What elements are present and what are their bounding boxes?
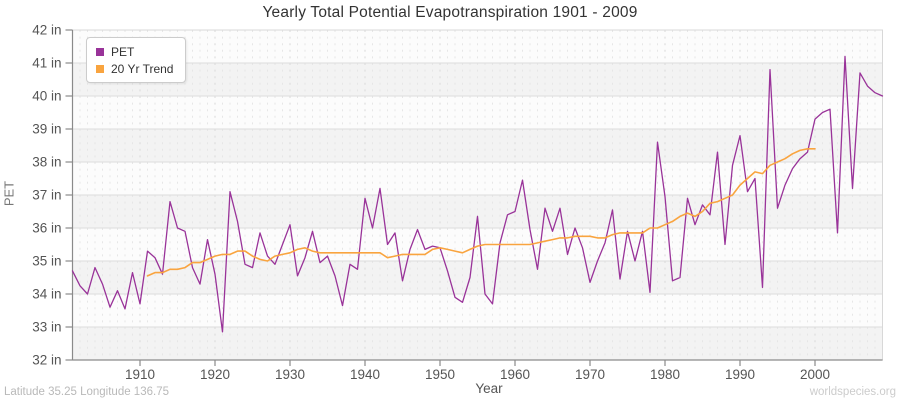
trend-series-label: 20 Yr Trend bbox=[111, 61, 174, 76]
x-tick-label: 1930 bbox=[275, 367, 305, 382]
x-tick-label: 1970 bbox=[575, 367, 605, 382]
trend-series-line bbox=[146, 148, 816, 277]
pet-series-label: PET bbox=[111, 44, 135, 59]
trend-series-swatch bbox=[96, 64, 104, 73]
chart-title: Yearly Total Potential Evapotranspiratio… bbox=[262, 4, 638, 21]
y-tick-label: 33 in bbox=[32, 320, 61, 335]
y-tick-label: 37 in bbox=[32, 188, 61, 203]
y-tick-label: 32 in bbox=[32, 353, 61, 368]
y-tick-label: 35 in bbox=[32, 254, 61, 269]
pet-series-line bbox=[71, 55, 884, 333]
y-tick-label: 34 in bbox=[32, 287, 61, 302]
x-tick-label: 1950 bbox=[425, 367, 455, 382]
x-tick-label: 1910 bbox=[125, 367, 155, 382]
legend-item-pet: PET bbox=[96, 43, 173, 60]
x-tick-label: 1990 bbox=[725, 367, 755, 382]
pet-series-swatch bbox=[96, 47, 104, 56]
x-tick-label: 1980 bbox=[650, 367, 680, 382]
y-tick-label: 38 in bbox=[32, 155, 61, 170]
legend-box: PET 20 Yr Trend bbox=[86, 37, 187, 83]
y-tick-label: 40 in bbox=[32, 89, 61, 104]
x-tick-label: 1920 bbox=[200, 367, 230, 382]
y-tick-label: 41 in bbox=[32, 56, 61, 71]
x-axis-title: Year bbox=[475, 381, 503, 396]
footer-watermark: worldspecies.org bbox=[809, 386, 896, 398]
y-tick-label: 39 in bbox=[32, 122, 61, 137]
y-tick-label: 42 in bbox=[32, 23, 61, 38]
y-axis-title: PET bbox=[1, 180, 17, 207]
x-tick-label: 1940 bbox=[350, 367, 380, 382]
legend-item-trend: 20 Yr Trend bbox=[96, 60, 173, 77]
footer-coordinates: Latitude 35.25 Longitude 136.75 bbox=[4, 386, 169, 398]
x-tick-label: 2000 bbox=[800, 367, 830, 382]
x-tick-label: 1960 bbox=[500, 367, 530, 382]
y-tick-label: 36 in bbox=[32, 221, 61, 236]
